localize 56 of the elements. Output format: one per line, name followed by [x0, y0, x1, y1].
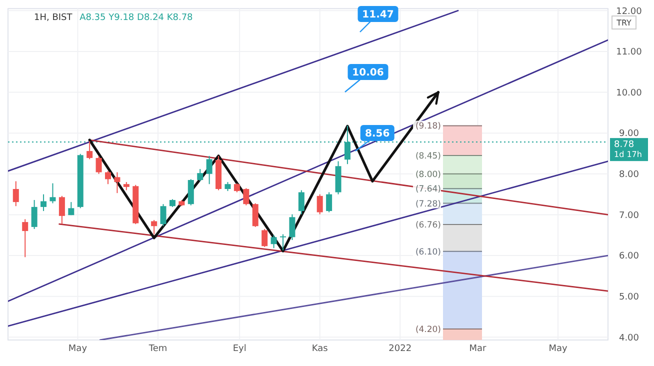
- candlestick: [289, 214, 296, 241]
- band-label: (6.76): [415, 220, 441, 230]
- x-tick-label: Mar: [469, 344, 487, 354]
- annotation: 10.06: [352, 68, 384, 78]
- x-tick-label: Kas: [312, 344, 328, 354]
- candlestick: [114, 172, 120, 194]
- candlestick: [58, 195, 65, 225]
- y-tick-label: 6.00: [618, 252, 640, 262]
- text: 1d 17h: [614, 150, 642, 159]
- ref-line-label: 8.78: [614, 140, 634, 150]
- band-label: (8.00): [415, 170, 441, 180]
- candlestick: [160, 204, 166, 227]
- candlestick: [105, 170, 111, 185]
- candlestick: [316, 194, 323, 215]
- candlestick: [50, 182, 56, 204]
- candlestick: [243, 188, 250, 206]
- x-tick-label: Eyl: [232, 344, 246, 354]
- candlestick: [252, 202, 258, 228]
- y-tick-label: 10.00: [616, 88, 642, 98]
- y-tick-label: 9.00: [618, 129, 640, 140]
- candlestick: [326, 192, 332, 213]
- candlestick: [40, 194, 47, 212]
- band-label: (7.64): [415, 184, 441, 195]
- x-tick-label: Tem: [148, 344, 168, 354]
- y-tick-label: 12.00: [616, 6, 642, 17]
- candlestick: [151, 220, 158, 235]
- band-label: (9.18): [415, 122, 441, 132]
- x-tick-label: May: [548, 344, 568, 354]
- candlestick: [96, 155, 102, 174]
- band-label: (7.28): [415, 199, 441, 210]
- candlestick: [280, 234, 286, 251]
- candlestick: [262, 228, 268, 248]
- candlestick: [270, 234, 277, 249]
- y-tick-label: 11.00: [616, 48, 642, 58]
- y-tick-label: 7.00: [618, 210, 640, 221]
- candlestick: [206, 155, 212, 185]
- band-label: (6.10): [415, 247, 441, 258]
- annotation: 8.56: [365, 128, 390, 140]
- y-tick-label: 4.00: [618, 333, 640, 344]
- band-label: (8.45): [415, 152, 441, 162]
- y-tick-label: 5.00: [618, 292, 640, 302]
- candlestick: [68, 202, 74, 216]
- x-tick-label: 2022: [388, 344, 412, 354]
- candlestick: [12, 180, 19, 207]
- annotation: 11.47: [362, 10, 394, 20]
- x-tick-label: May: [68, 344, 88, 354]
- y-tick-label: 8.00: [618, 170, 640, 180]
- text: A8.35 Y9.18 D8.24 K8.78: [80, 13, 194, 23]
- candlestick: [197, 168, 204, 182]
- y-axis-title: TRY: [616, 18, 632, 28]
- candlestick: [22, 218, 28, 258]
- candlestick: [86, 140, 93, 160]
- candlestick: [298, 190, 304, 215]
- text: 1H, BIST: [34, 13, 72, 23]
- candlestick: [31, 200, 38, 230]
- band-label: (4.20): [415, 324, 441, 335]
